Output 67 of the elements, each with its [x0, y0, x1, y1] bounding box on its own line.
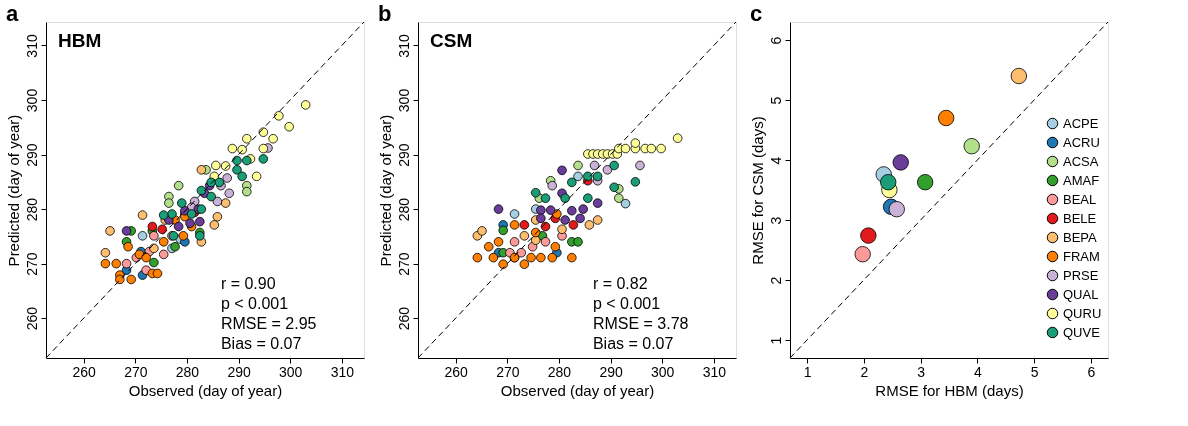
- y-tick-label: 300: [395, 88, 412, 113]
- x-tick-label: 5: [1030, 363, 1039, 380]
- x-tick-label: 2: [860, 363, 869, 380]
- legend-label: QUVE: [1063, 324, 1101, 340]
- y-tick-label: 260: [395, 306, 412, 331]
- x-axis-title: Observed (day of year): [500, 381, 655, 399]
- x-tick-label: 270: [496, 363, 520, 380]
- legend-label: ACSA: [1063, 153, 1099, 169]
- annotation: p < 0.001: [592, 295, 661, 312]
- x-tick-label: 270: [124, 363, 148, 380]
- y-tick-label: 270: [395, 252, 412, 276]
- y-axis-title: RMSE for CSM (days): [748, 116, 766, 265]
- y-tick-label: 5: [767, 96, 784, 105]
- x-tick-label: 310: [330, 363, 355, 380]
- legend-label: ACPE: [1063, 115, 1099, 131]
- x-axis-title: RMSE for HBM (days): [875, 381, 1024, 399]
- x-tick-label: 260: [72, 363, 97, 380]
- y-tick-label: 3: [767, 216, 784, 225]
- annotation: r = 0.90: [220, 275, 276, 292]
- chart-title: b: [378, 0, 392, 26]
- legend-label: BEAL: [1063, 191, 1097, 207]
- legend-label: QURU: [1063, 305, 1102, 321]
- x-axis-title: Observed (day of year): [128, 381, 283, 399]
- y-tick-label: 290: [23, 143, 40, 167]
- y-axis-title: Predicted (day of year): [4, 114, 22, 267]
- x-tick-label: 290: [599, 363, 623, 380]
- y-axis-title: Predicted (day of year): [376, 114, 394, 267]
- y-tick-label: 280: [395, 197, 412, 222]
- annotation: p < 0.001: [220, 295, 289, 312]
- x-tick-label: 260: [444, 363, 469, 380]
- annotation: RMSE = 3.78: [592, 315, 689, 332]
- x-tick-label: 1: [803, 363, 812, 380]
- chart-subtitle: HBM: [58, 30, 102, 51]
- legend-label: QUAL: [1063, 286, 1099, 302]
- y-tick-label: 4: [767, 156, 784, 165]
- legend-label: ACRU: [1063, 134, 1100, 150]
- x-tick-label: 4: [973, 363, 982, 380]
- annotation: r = 0.82: [592, 275, 648, 292]
- legend-label: BEPA: [1063, 229, 1098, 245]
- x-tick-label: 6: [1087, 363, 1096, 380]
- annotation: RMSE = 2.95: [220, 315, 317, 332]
- x-tick-label: 3: [917, 363, 926, 380]
- y-tick-label: 310: [23, 34, 40, 58]
- y-tick-label: 260: [23, 306, 40, 331]
- x-tick-label: 280: [547, 363, 572, 380]
- annotation: Bias = 0.07: [592, 335, 674, 352]
- legend-label: BELE: [1063, 210, 1097, 226]
- legend-label: PRSE: [1063, 267, 1099, 283]
- chart-title: c: [750, 0, 763, 26]
- x-tick-label: 290: [227, 363, 251, 380]
- x-tick-label: 300: [279, 363, 303, 380]
- legend-label: AMAF: [1063, 172, 1100, 188]
- y-tick-label: 270: [23, 252, 40, 276]
- x-tick-label: 310: [702, 363, 727, 380]
- y-tick-label: 280: [23, 197, 40, 222]
- y-tick-label: 1: [767, 336, 784, 345]
- x-tick-label: 280: [175, 363, 200, 380]
- chart-title: a: [6, 0, 19, 26]
- chart-subtitle: CSM: [430, 30, 473, 51]
- x-tick-label: 300: [651, 363, 675, 380]
- y-tick-label: 310: [395, 34, 412, 58]
- y-tick-label: 6: [767, 36, 784, 45]
- annotation: Bias = 0.07: [220, 335, 302, 352]
- y-tick-label: 300: [23, 88, 40, 113]
- y-tick-label: 2: [767, 276, 784, 285]
- legend-label: FRAM: [1063, 248, 1100, 264]
- y-tick-label: 290: [395, 143, 412, 167]
